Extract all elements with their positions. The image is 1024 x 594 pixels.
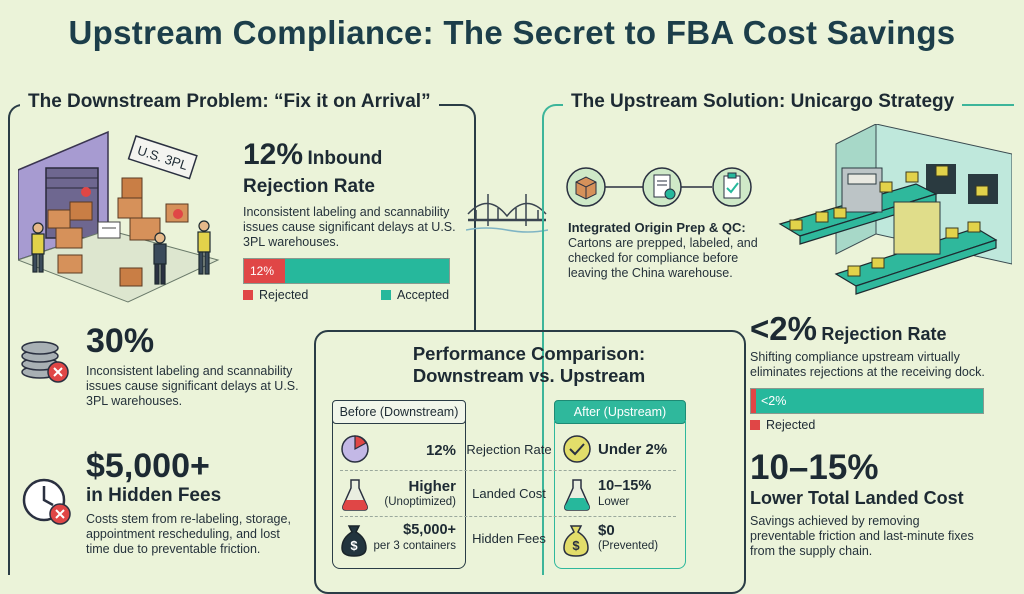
comparison-title-line2: Downstream vs. Upstream (412, 365, 646, 386)
page-title: Upstream Compliance: The Secret to FBA C… (68, 14, 956, 51)
row2-metric: Landed Cost (472, 486, 546, 501)
after-column-frame (554, 420, 686, 569)
inbound-rejection-label2: Rejection Rate (243, 176, 375, 197)
upstream-bar-label: <2% (761, 394, 787, 408)
process-icons (566, 167, 752, 207)
upstream-heading: The Upstream Solution: Unicargo Strategy (563, 91, 963, 113)
inbound-rejection-label1: Inbound (307, 148, 383, 169)
inbound-rejected-fill: 12% (244, 259, 285, 283)
upstream-rejected-swatch (750, 420, 760, 430)
hidden-fees-label: in Hidden Fees (86, 485, 222, 506)
row3-after-value: $0 (598, 522, 615, 539)
inbound-legend-rejected: Rejected (243, 288, 308, 302)
svg-text:$: $ (572, 538, 580, 553)
clipboard-check-icon (723, 172, 741, 199)
rejected-legend-label: Rejected (259, 288, 309, 302)
row1-before-value: 12% (425, 442, 456, 459)
inbound-bar-label: 12% (250, 264, 275, 278)
hidden-fees-value: $5,000+ (86, 447, 210, 485)
row3-metric: Hidden Fees (472, 531, 546, 546)
row-divider (340, 470, 676, 471)
row2-before-value: Higher (408, 478, 456, 495)
row2-before-sub: (Unoptimized) (384, 496, 456, 508)
inbound-legend-accepted: Accepted (381, 288, 449, 302)
flask-icon (342, 479, 368, 511)
upstream-rejection-stat: <2% Rejection Rate (750, 310, 946, 348)
money-bag-green-icon: $ (563, 525, 589, 557)
pie-icon (341, 435, 369, 463)
inbound-rejection-value: 12% (243, 138, 304, 171)
comparison-title: Performance Comparison: Downstream vs. U… (314, 343, 744, 387)
prep-qc-title: Integrated Origin Prep & QC: (568, 220, 746, 235)
coins-stack-icon (21, 341, 69, 383)
thirty-percent-desc: Inconsistent labeling and scannability i… (86, 364, 299, 408)
row3-before-value: $5,000+ (403, 522, 456, 538)
after-upstream-label: After (Upstream) (554, 400, 686, 424)
row2-after-sub: Lower (598, 496, 630, 508)
before-downstream-label: Before (Downstream) (332, 400, 466, 424)
rejected-swatch (243, 290, 253, 300)
row3-after-sub: (Prevented) (598, 540, 659, 552)
flask-green-icon (564, 479, 590, 511)
prep-qc-desc: Cartons are prepped, labeled, and checke… (568, 236, 758, 280)
upstream-rejection-bar: <2% (750, 388, 984, 414)
checklist-icon (653, 174, 676, 200)
upstream-rejection-desc: Shifting compliance upstream virtually e… (750, 350, 985, 379)
upstream-rejected-fill (751, 389, 756, 413)
landed-cost-desc: Savings achieved by removing preventable… (750, 514, 974, 558)
conveyor-illustration (778, 124, 1012, 295)
inbound-rejection-desc: Inconsistent labeling and scannability i… (243, 205, 456, 249)
checkmark-icon (563, 435, 591, 463)
upstream-rejected-legend-label: Rejected (766, 418, 816, 432)
upstream-legend-rejected: Rejected (750, 418, 815, 432)
row-divider (340, 516, 676, 517)
accepted-legend-label: Accepted (397, 288, 450, 302)
bridge-icon (466, 194, 548, 233)
upstream-rejection-value: <2% (750, 310, 817, 347)
accepted-swatch (381, 290, 391, 300)
thirty-percent-value: 30% (86, 322, 155, 360)
downstream-panel-side (8, 320, 10, 575)
row2-after-value: 10–15% (598, 478, 652, 494)
hidden-fees-desc: Costs stem from re-labeling, storage, ap… (86, 512, 291, 556)
svg-text:$: $ (350, 538, 358, 553)
row1-metric: Rejection Rate (466, 442, 552, 457)
downstream-heading: The Downstream Problem: “Fix it on Arriv… (20, 91, 439, 113)
money-bag-icon: $ (341, 525, 367, 557)
inbound-rejection-bar: 12% (243, 258, 450, 284)
landed-cost-label: Lower Total Landed Cost (750, 488, 964, 508)
comparison-title-line1: Performance Comparison: (412, 343, 646, 364)
clock-icon (22, 478, 71, 525)
box-icon (575, 176, 597, 200)
row1-after-value: Under 2% (598, 441, 668, 458)
upstream-rejection-label: Rejection Rate (821, 324, 947, 344)
warehouse-illustration: U.S. 3PL (18, 130, 220, 303)
inbound-rejection-stat: 12% Inbound (243, 138, 382, 172)
before-column-frame (332, 420, 466, 569)
landed-cost-value: 10–15% (750, 448, 879, 487)
upstream-panel-side (542, 330, 544, 575)
row3-before-sub: per 3 containers (373, 540, 456, 552)
